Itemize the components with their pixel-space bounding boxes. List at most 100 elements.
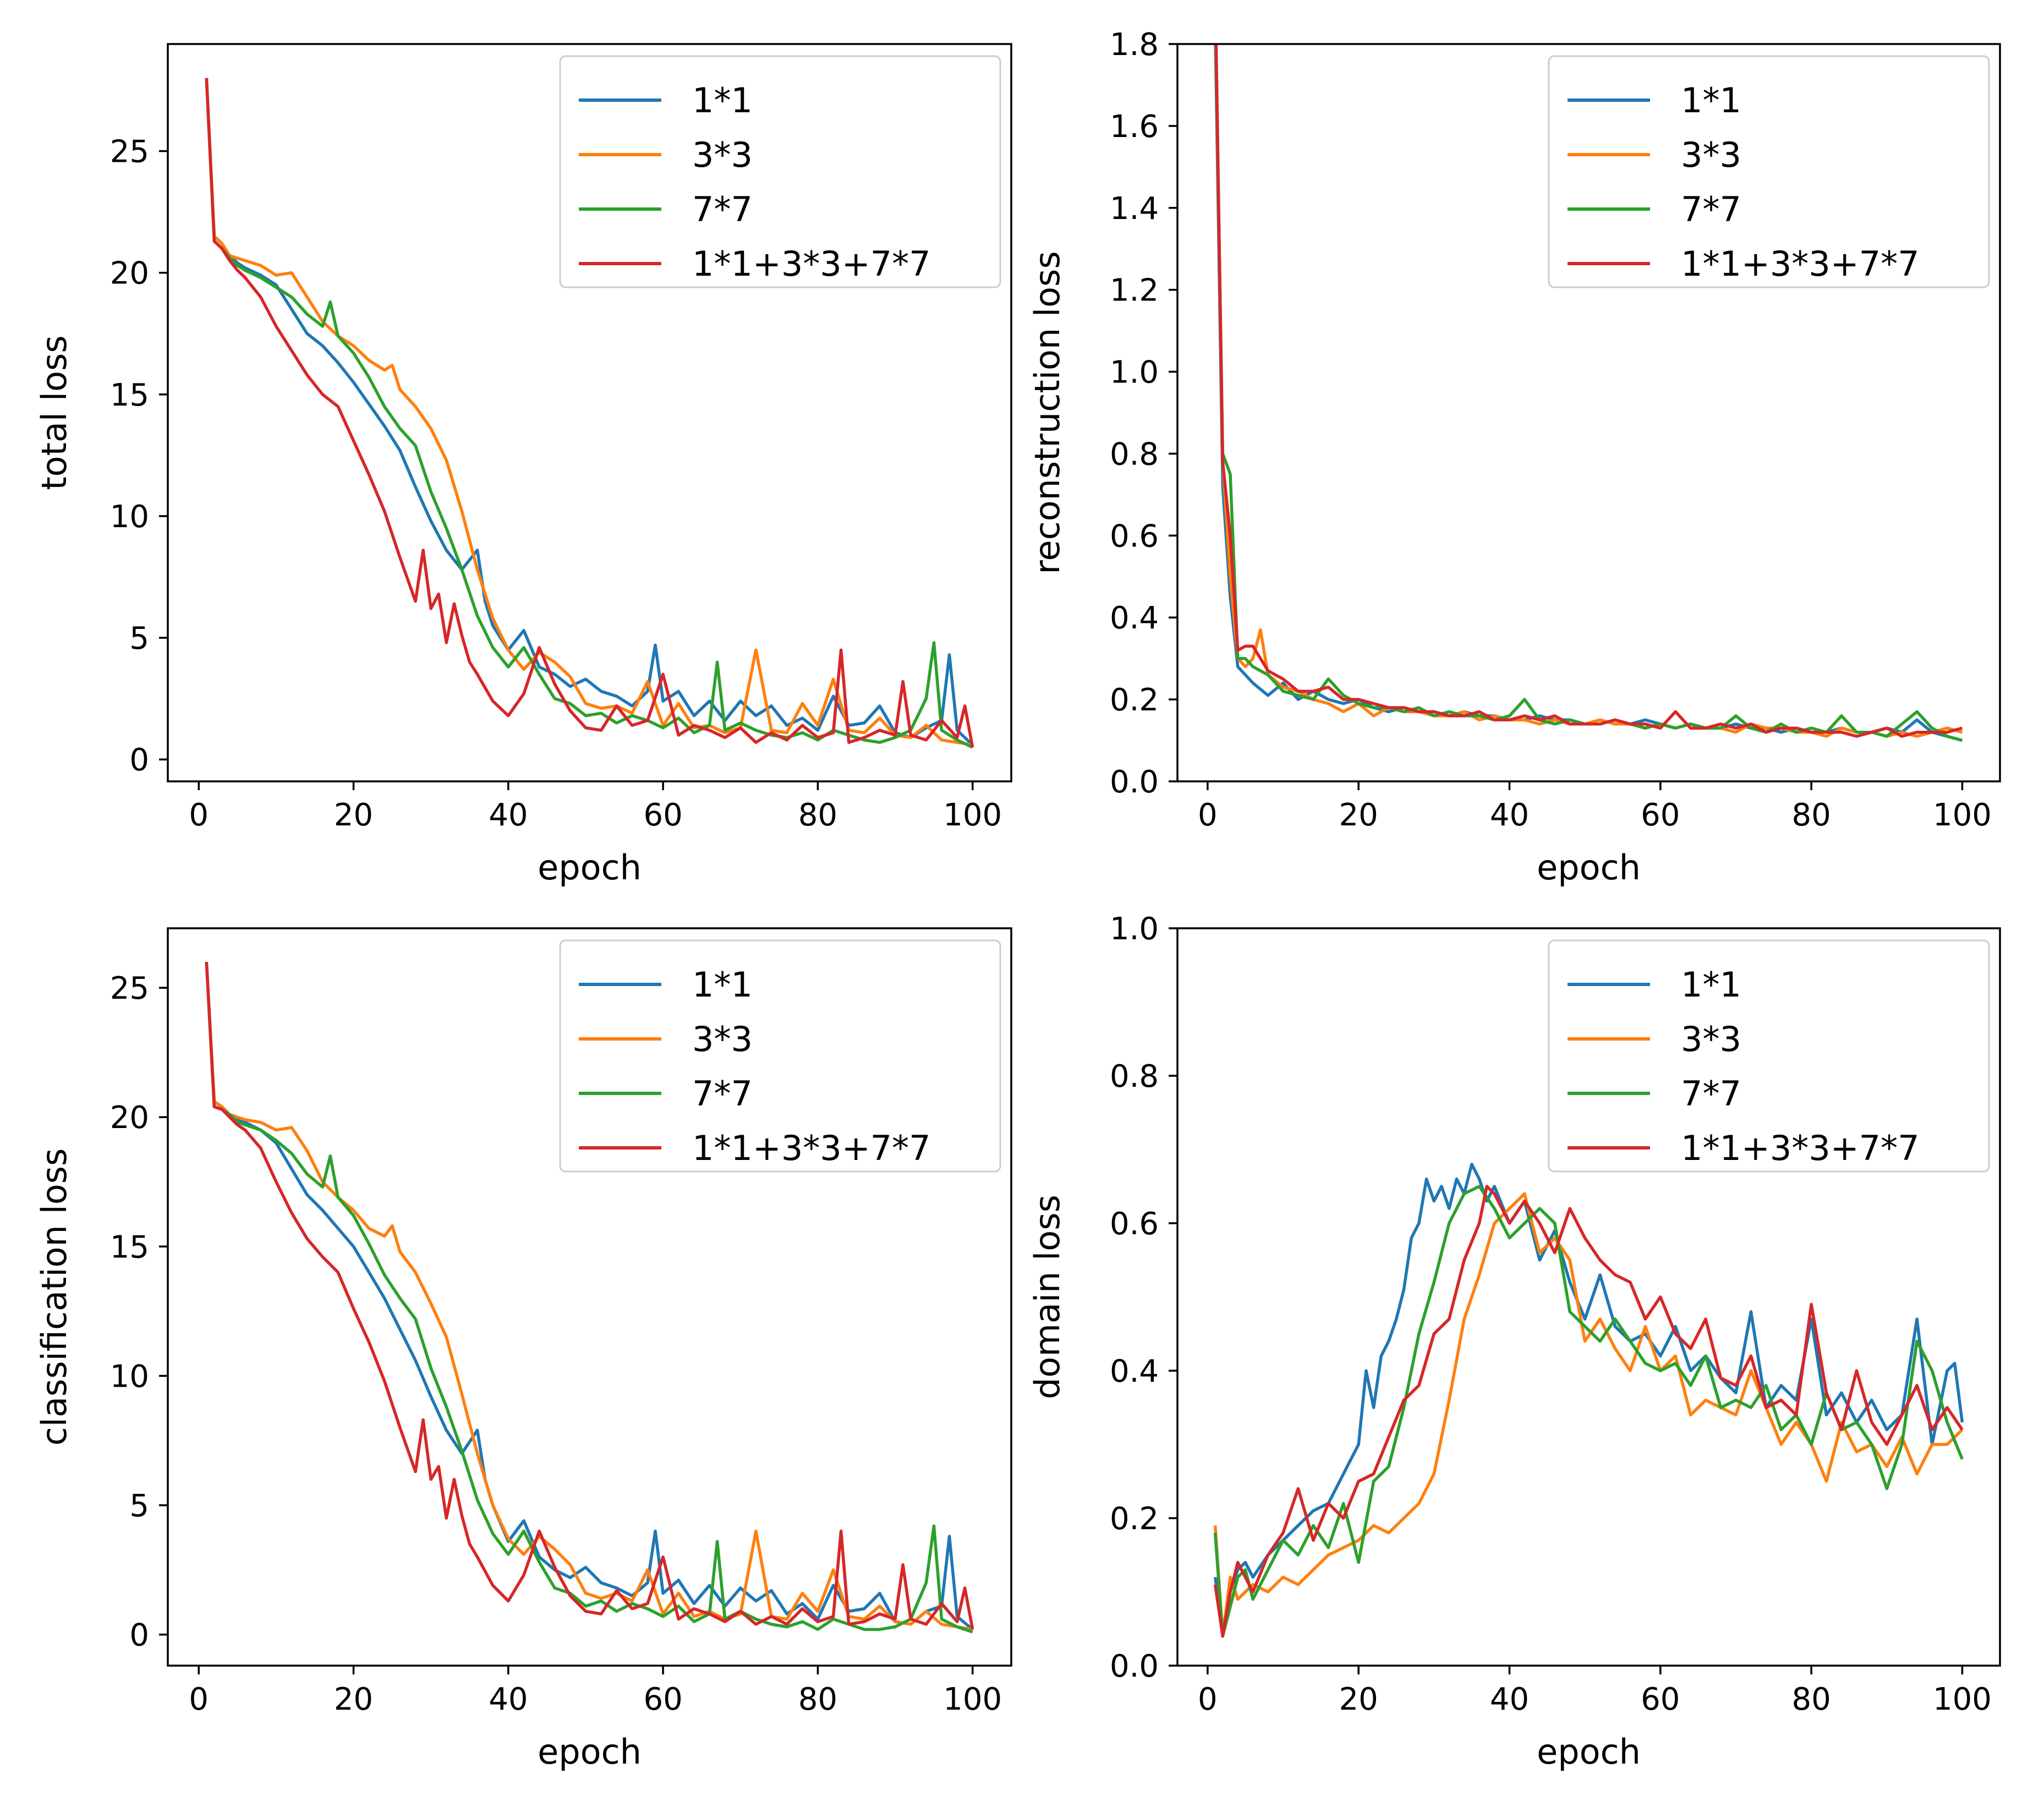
x-tick-label: 20 (1339, 797, 1378, 833)
y-tick-label: 0.6 (1110, 518, 1159, 554)
legend-label: 1*1 (692, 80, 753, 121)
y-tick-label: 15 (110, 377, 149, 413)
y-tick-label: 0.0 (1110, 1649, 1159, 1684)
y-tick-label: 0 (129, 742, 149, 778)
y-tick-label: 0 (129, 1618, 149, 1654)
x-tick-label: 80 (798, 797, 837, 833)
plot-frame (167, 927, 1012, 1667)
series-line-4 (205, 961, 974, 1630)
subplot-4: 0 20 40 60 80 100 0.0 0.2 0.4 0.6 0.8 1.0 epoch domai… (1027, 911, 2001, 1772)
x-tick-label: 20 (334, 1682, 373, 1717)
x-tick-label: 0 (189, 1682, 209, 1717)
legend-label: 1*1 (1681, 80, 1741, 121)
series-line-4 (205, 78, 974, 748)
y-tick-label: 1.8 (1110, 27, 1159, 63)
y-tick-label: 0.6 (1110, 1206, 1159, 1242)
legend-label: 3*3 (692, 135, 753, 175)
legend-label: 7*7 (1681, 1074, 1741, 1114)
x-tick-label: 0 (1198, 797, 1218, 833)
x-tick-label: 60 (1641, 1682, 1680, 1717)
y-tick-label: 0.8 (1110, 1059, 1159, 1094)
x-tick-label: 20 (334, 797, 373, 833)
x-tick-label: 80 (798, 1682, 837, 1717)
y-tick-label: 1.2 (1110, 273, 1159, 309)
y-tick-label: 5 (129, 1488, 149, 1524)
y-tick-label: 20 (110, 1100, 149, 1136)
y-tick-label: 0.8 (1110, 436, 1159, 472)
x-tick-label: 0 (189, 797, 209, 833)
y-tick-label: 20 (110, 256, 149, 292)
legend: 1*1 3*3 7*7 1*1+3*3+7*7 (1548, 939, 1990, 1173)
y-tick-label: 1.4 (1110, 191, 1159, 227)
y-tick-label: 10 (110, 499, 149, 535)
x-tick-label: 60 (643, 797, 682, 833)
legend-label: 1*1+3*3+7*7 (692, 244, 931, 284)
x-axis-label: epoch (538, 1732, 642, 1772)
y-axis-label: total loss (34, 335, 74, 490)
legend-label: 1*1 (692, 965, 753, 1005)
y-tick-label: 0.4 (1110, 1354, 1159, 1389)
legend-box (559, 55, 1001, 288)
legend-label: 1*1+3*3+7*7 (692, 1128, 931, 1168)
series-line-3 (205, 961, 973, 1634)
y-tick-label: 10 (110, 1359, 149, 1394)
legend: 1*1 3*3 7*7 1*1+3*3+7*7 (1548, 55, 1990, 288)
series-line-2 (1213, 1192, 1964, 1638)
series-line-4 (1213, 1185, 1964, 1638)
y-axis-label: classification loss (34, 1148, 74, 1446)
legend-label: 7*7 (1681, 189, 1741, 229)
subplot-3: 0 20 40 60 80 100 0 5 10 15 20 25 epoch classificatio… (34, 927, 1012, 1772)
plot-frame (1176, 43, 2001, 782)
y-tick-label: 25 (110, 134, 149, 170)
x-tick-label: 100 (943, 1682, 1002, 1717)
x-tick-label: 60 (1641, 797, 1680, 833)
plot-frame (167, 43, 1012, 782)
legend-label: 7*7 (692, 189, 753, 229)
legend-box (1548, 55, 1990, 288)
legend-label: 3*3 (1681, 135, 1741, 175)
x-tick-label: 80 (1791, 797, 1831, 833)
subplot-2: 0 20 40 60 80 100 0.0 0.2 0.4 0.6 0.8 1.0 1.2 1.4 1.6 1… (1027, 27, 2001, 888)
y-tick-label: 0.4 (1110, 600, 1159, 636)
y-tick-label: 0.2 (1110, 682, 1159, 718)
x-tick-label: 80 (1791, 1682, 1831, 1717)
series-line-2 (205, 78, 973, 747)
legend-label: 3*3 (1681, 1019, 1741, 1059)
y-tick-label: 5 (129, 621, 149, 656)
y-tick-label: 1.0 (1110, 911, 1159, 947)
y-tick-label: 1.6 (1110, 109, 1159, 145)
y-tick-label: 1.0 (1110, 355, 1159, 391)
x-tick-label: 40 (1490, 797, 1529, 833)
subplot-1: 0 20 40 60 80 100 0 5 10 15 20 25 epoch total loss 1*1… (34, 43, 1012, 888)
y-axis-label: reconstruction loss (1027, 251, 1067, 574)
plot-frame (1176, 927, 2001, 1667)
x-tick-label: 40 (1490, 1682, 1529, 1717)
x-tick-label: 100 (943, 797, 1002, 833)
x-axis-label: epoch (1537, 847, 1641, 888)
legend-label: 1*1+3*3+7*7 (1681, 244, 1920, 284)
x-axis-label: epoch (538, 847, 642, 888)
legend: 1*1 3*3 7*7 1*1+3*3+7*7 (559, 55, 1001, 288)
series-line-3 (1214, 44, 1963, 742)
series-line-3 (205, 78, 973, 749)
x-tick-label: 100 (1933, 797, 1992, 833)
legend-label: 1*1+3*3+7*7 (1681, 1128, 1920, 1168)
legend-box (559, 939, 1001, 1173)
x-tick-label: 40 (489, 1682, 528, 1717)
x-tick-label: 100 (1933, 1682, 1992, 1717)
x-axis-label: epoch (1537, 1732, 1641, 1772)
legend: 1*1 3*3 7*7 1*1+3*3+7*7 (559, 939, 1001, 1173)
legend-label: 3*3 (692, 1019, 753, 1059)
x-tick-label: 40 (489, 797, 528, 833)
legend-label: 1*1 (1681, 965, 1741, 1005)
legend-box (1548, 939, 1990, 1173)
x-tick-label: 60 (643, 1682, 682, 1717)
y-tick-label: 0.2 (1110, 1501, 1159, 1537)
y-axis-label: domain loss (1027, 1195, 1067, 1399)
x-tick-label: 20 (1339, 1682, 1378, 1717)
legend-label: 7*7 (692, 1074, 753, 1114)
y-tick-label: 0.0 (1110, 764, 1159, 800)
y-tick-label: 25 (110, 971, 149, 1006)
x-tick-label: 0 (1198, 1682, 1218, 1717)
